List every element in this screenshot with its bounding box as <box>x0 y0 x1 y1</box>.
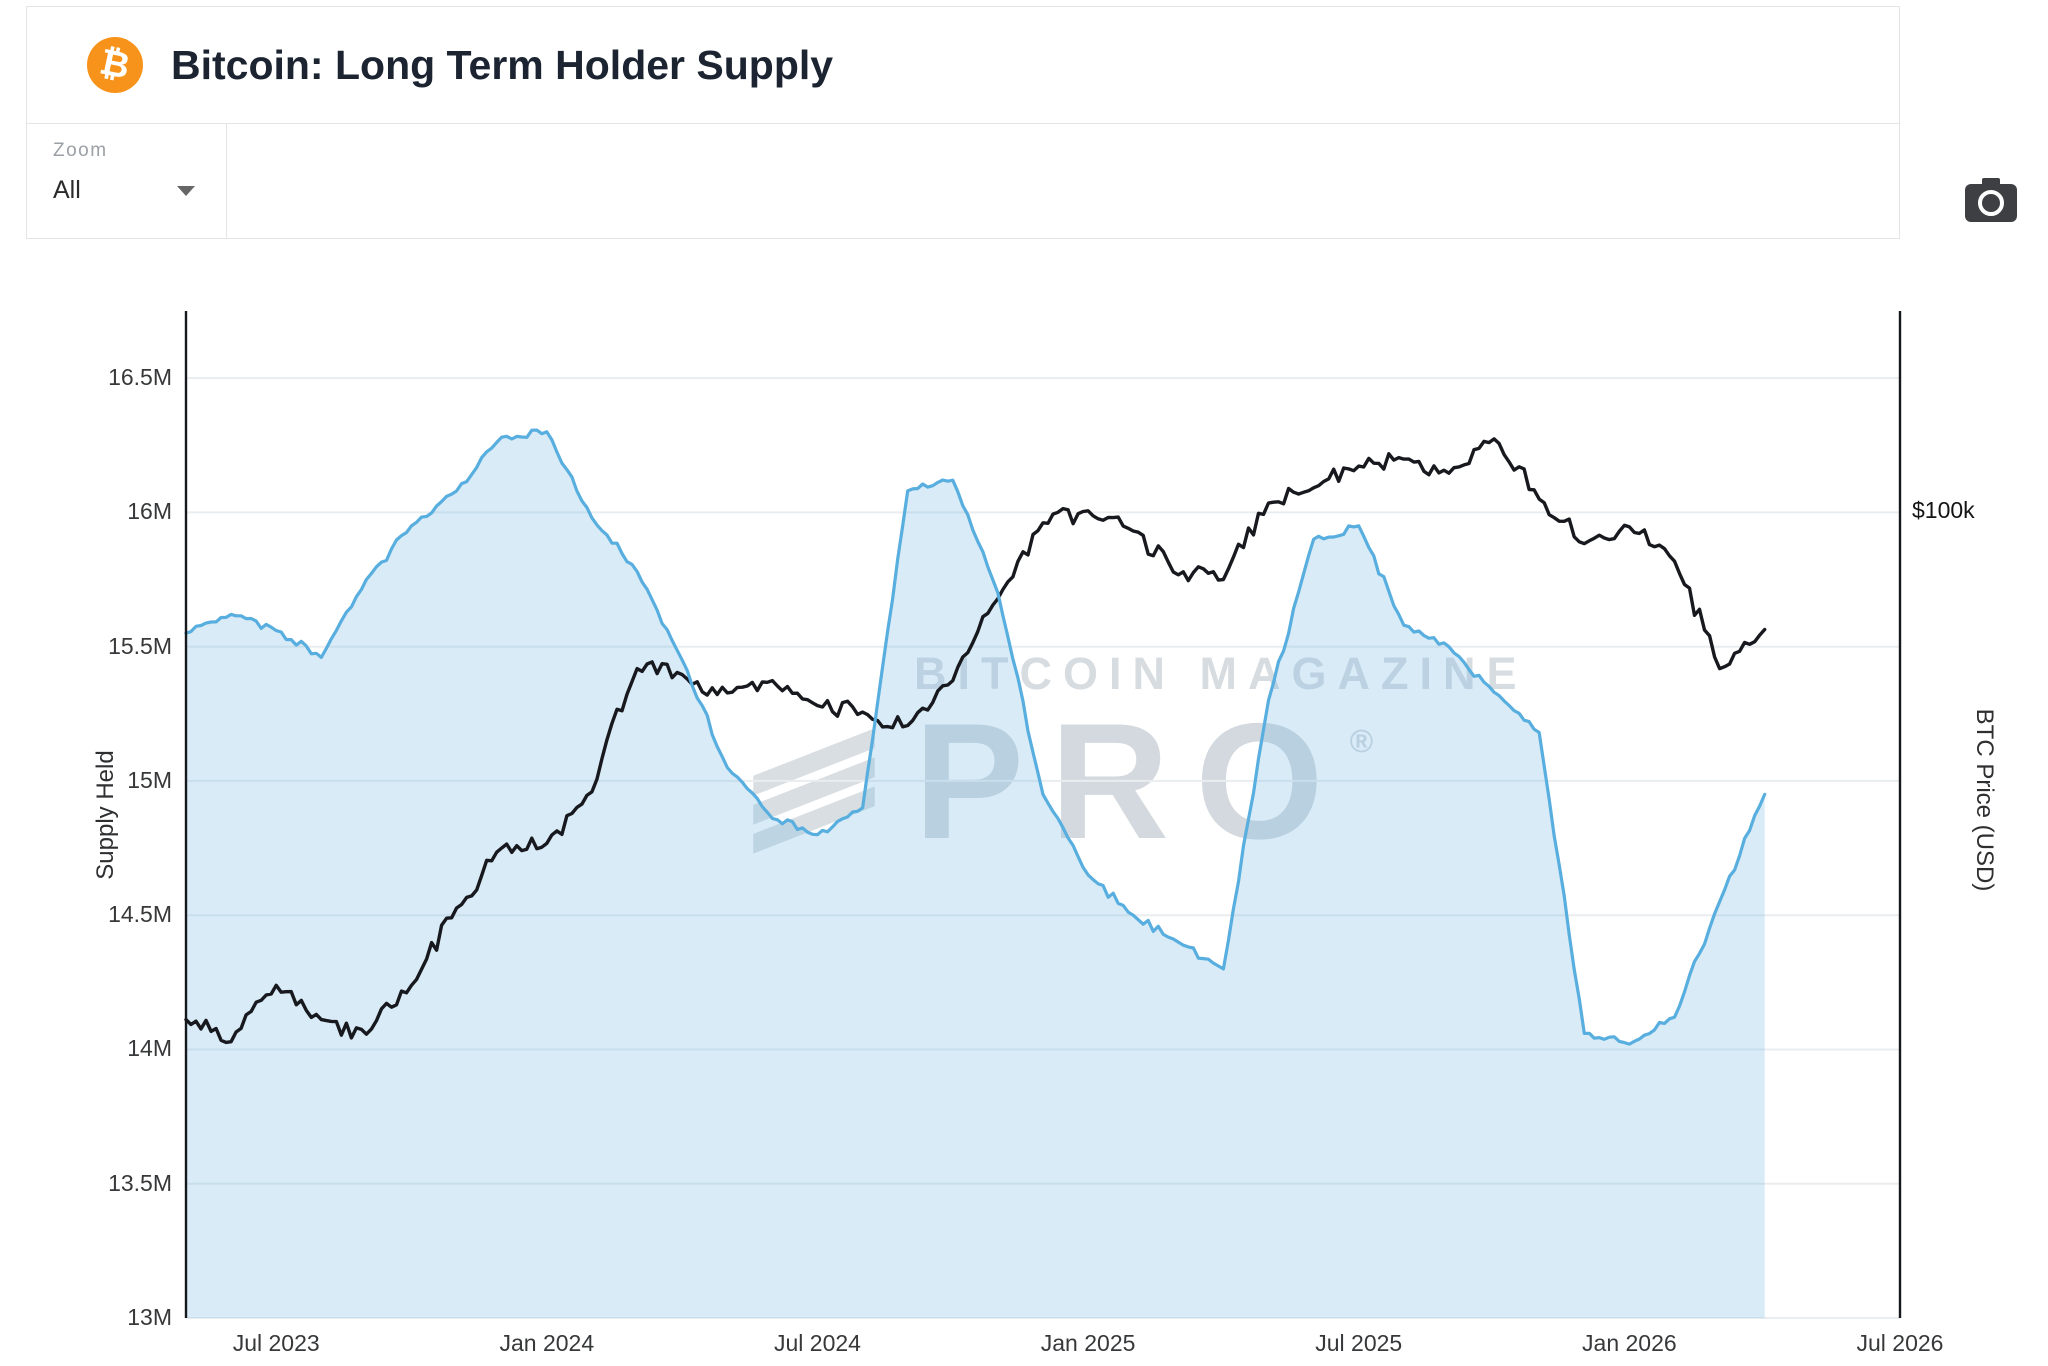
bitcoin-glyph: ₿ <box>96 41 134 88</box>
screenshot-button[interactable] <box>1962 176 2020 226</box>
supply-area-fill <box>186 430 1765 1319</box>
page-title: Bitcoin: Long Term Holder Supply <box>171 41 834 88</box>
header: ₿ Bitcoin: Long Term Holder Supply <box>27 7 1899 124</box>
zoom-value-row: All <box>53 176 195 205</box>
camera-icon <box>1965 178 2017 222</box>
btc-price-line <box>184 437 1767 1045</box>
zoom-selected-value: All <box>53 176 81 204</box>
lth-supply-line <box>184 428 1767 1046</box>
zoom-dropdown[interactable]: Zoom All <box>27 124 227 238</box>
bitcoin-icon: ₿ <box>87 37 143 93</box>
zoom-label: Zoom <box>53 140 108 161</box>
left-axis-title: Supply Held <box>92 750 119 880</box>
chevron-down-icon <box>177 185 195 196</box>
toolbar: Zoom All <box>27 124 1899 238</box>
right-axis-title: BTC Price (USD) <box>1971 708 1998 892</box>
chart-card-frame: ₿ Bitcoin: Long Term Holder Supply Zoom … <box>26 6 1900 239</box>
